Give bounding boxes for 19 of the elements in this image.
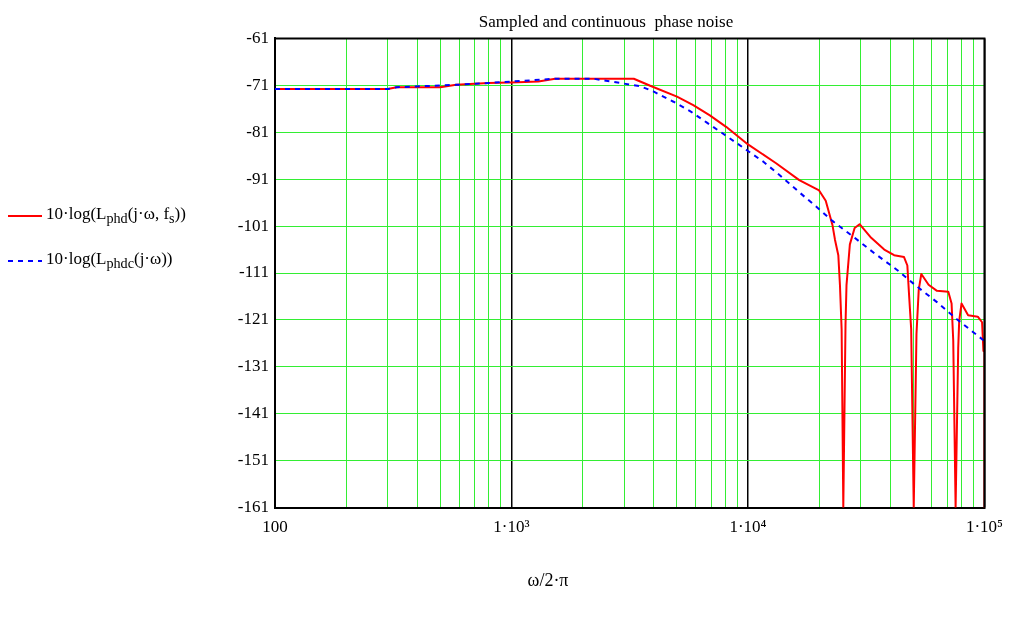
x-tick-label: 1·10⁴ (729, 517, 767, 537)
x-tick-label: 1·10³ (493, 517, 530, 537)
chart-title: Sampled and continuous phase noise (478, 11, 734, 31)
legend-label: 10·log(L$_{phdc}$(j·ω)) (46, 249, 173, 273)
y-tick-label: -161 (237, 497, 269, 517)
y-tick-label: -151 (237, 450, 269, 470)
x-axis-title: ω/2·π (527, 570, 569, 591)
y-tick-label: -131 (237, 356, 269, 376)
y-tick-label: -121 (237, 309, 269, 329)
y-tick-label: -61 (246, 27, 269, 47)
legend-label: 10·log(L$_{phd}$(j·ω, f$_{s}$)) (46, 204, 186, 228)
y-tick-label: -141 (237, 403, 269, 423)
y-tick-label: -91 (246, 168, 269, 188)
y-tick-label: -81 (246, 121, 269, 141)
y-tick-label: -111 (239, 262, 269, 282)
x-tick-label: 100 (262, 517, 288, 537)
x-tick-label: 1·10⁵ (965, 517, 1004, 537)
y-tick-label: -71 (246, 74, 269, 94)
y-tick-label: -101 (237, 215, 269, 235)
